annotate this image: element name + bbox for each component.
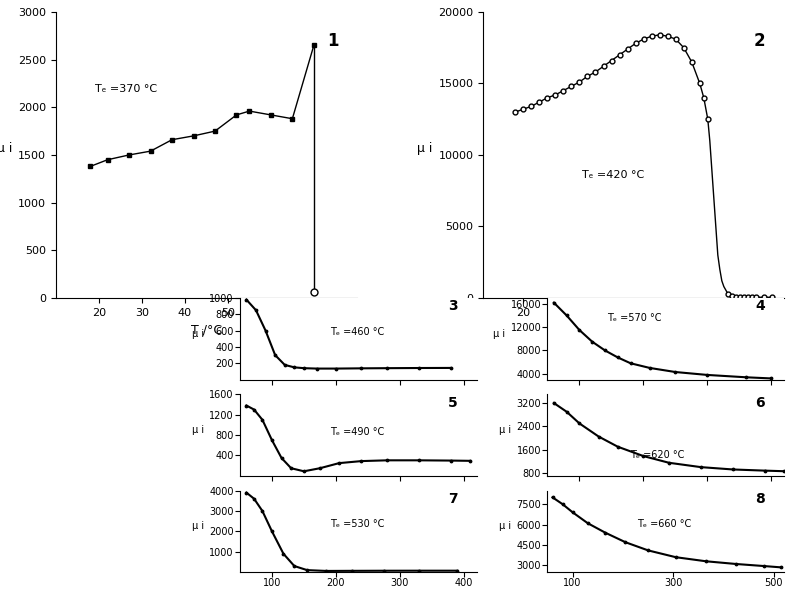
Text: Tₑ =570 °C: Tₑ =570 °C (606, 313, 661, 323)
Text: Tₑ =660 °C: Tₑ =660 °C (638, 519, 692, 529)
Text: Tₑ =620 °C: Tₑ =620 °C (630, 450, 685, 460)
Text: Tₑ =420 °C: Tₑ =420 °C (582, 170, 645, 180)
Text: 6: 6 (756, 396, 766, 409)
Text: Tₑ =460 °C: Tₑ =460 °C (330, 327, 384, 337)
Y-axis label: μ i: μ i (499, 425, 511, 435)
Y-axis label: μ i: μ i (0, 142, 12, 155)
X-axis label: T /°C: T /°C (618, 323, 649, 336)
Text: Tₑ =530 °C: Tₑ =530 °C (330, 519, 384, 529)
Text: 3: 3 (448, 299, 458, 313)
Text: 5: 5 (448, 396, 458, 409)
Text: Tₑ =370 °C: Tₑ =370 °C (95, 84, 158, 94)
Text: 8: 8 (756, 492, 766, 506)
Text: 7: 7 (448, 492, 458, 506)
Text: Tₑ =490 °C: Tₑ =490 °C (330, 427, 384, 437)
Y-axis label: μ i: μ i (494, 329, 506, 339)
Y-axis label: μ i: μ i (192, 329, 204, 339)
Text: 2: 2 (754, 32, 766, 50)
Y-axis label: μ i: μ i (417, 142, 432, 155)
Text: 1: 1 (326, 32, 338, 50)
Y-axis label: μ i: μ i (192, 522, 204, 532)
X-axis label: T /°C: T /°C (191, 323, 222, 336)
Text: 4: 4 (756, 299, 766, 313)
Y-axis label: μ i: μ i (499, 522, 511, 532)
Y-axis label: μ i: μ i (192, 425, 204, 435)
